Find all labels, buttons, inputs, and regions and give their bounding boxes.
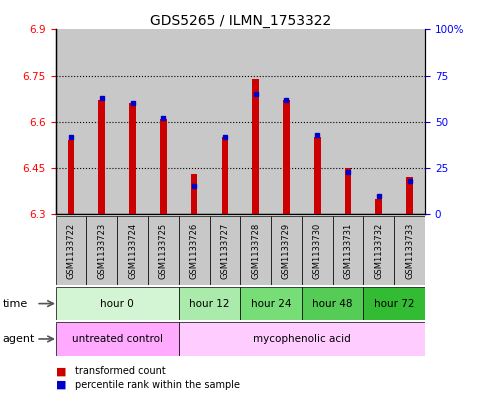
Text: hour 48: hour 48 <box>313 299 353 309</box>
Text: percentile rank within the sample: percentile rank within the sample <box>75 380 240 390</box>
Bar <box>179 287 240 320</box>
Bar <box>364 216 394 285</box>
Bar <box>210 29 240 214</box>
Bar <box>240 216 271 285</box>
Bar <box>302 287 364 320</box>
Bar <box>56 322 179 356</box>
Bar <box>394 29 425 214</box>
Text: GSM1133728: GSM1133728 <box>251 222 260 279</box>
Bar <box>117 29 148 214</box>
Text: ■: ■ <box>56 366 66 376</box>
Bar <box>364 29 394 214</box>
Text: GSM1133723: GSM1133723 <box>97 222 106 279</box>
Bar <box>56 216 86 285</box>
Text: GSM1133729: GSM1133729 <box>282 222 291 279</box>
Bar <box>240 29 271 214</box>
Bar <box>252 79 259 214</box>
Text: untreated control: untreated control <box>71 334 163 344</box>
Bar <box>191 174 198 214</box>
Text: GSM1133731: GSM1133731 <box>343 222 353 279</box>
Text: hour 72: hour 72 <box>374 299 414 309</box>
Text: GSM1133727: GSM1133727 <box>220 222 229 279</box>
Text: GSM1133730: GSM1133730 <box>313 222 322 279</box>
Text: hour 12: hour 12 <box>189 299 230 309</box>
Bar <box>99 100 105 214</box>
Bar <box>160 119 167 214</box>
Bar <box>302 29 333 214</box>
Bar <box>148 216 179 285</box>
Text: GSM1133725: GSM1133725 <box>159 222 168 279</box>
Bar <box>86 216 117 285</box>
Bar <box>302 216 333 285</box>
Bar <box>86 29 117 214</box>
Bar <box>406 177 413 214</box>
Bar <box>333 216 364 285</box>
Text: GSM1133732: GSM1133732 <box>374 222 384 279</box>
Bar <box>283 100 290 214</box>
Text: GSM1133722: GSM1133722 <box>67 222 75 279</box>
Text: GSM1133724: GSM1133724 <box>128 222 137 279</box>
Text: agent: agent <box>2 334 35 344</box>
Bar <box>375 199 382 214</box>
Bar <box>394 216 425 285</box>
Bar <box>179 216 210 285</box>
Text: GSM1133733: GSM1133733 <box>405 222 414 279</box>
Bar <box>222 137 228 214</box>
Text: hour 24: hour 24 <box>251 299 291 309</box>
Bar <box>68 140 74 214</box>
Bar <box>129 103 136 214</box>
Bar <box>271 29 302 214</box>
Bar <box>271 216 302 285</box>
Text: GSM1133726: GSM1133726 <box>190 222 199 279</box>
Text: time: time <box>2 299 28 309</box>
Bar <box>364 287 425 320</box>
Bar <box>210 216 240 285</box>
Bar <box>56 287 179 320</box>
Text: hour 0: hour 0 <box>100 299 134 309</box>
Bar <box>333 29 364 214</box>
Bar <box>345 168 352 214</box>
Bar <box>179 322 425 356</box>
Text: transformed count: transformed count <box>75 366 166 376</box>
Bar <box>240 287 302 320</box>
Bar <box>314 137 321 214</box>
Bar <box>148 29 179 214</box>
Text: ■: ■ <box>56 380 66 390</box>
Text: mycophenolic acid: mycophenolic acid <box>253 334 351 344</box>
Title: GDS5265 / ILMN_1753322: GDS5265 / ILMN_1753322 <box>150 15 331 28</box>
Bar <box>117 216 148 285</box>
Bar <box>56 29 86 214</box>
Bar <box>179 29 210 214</box>
